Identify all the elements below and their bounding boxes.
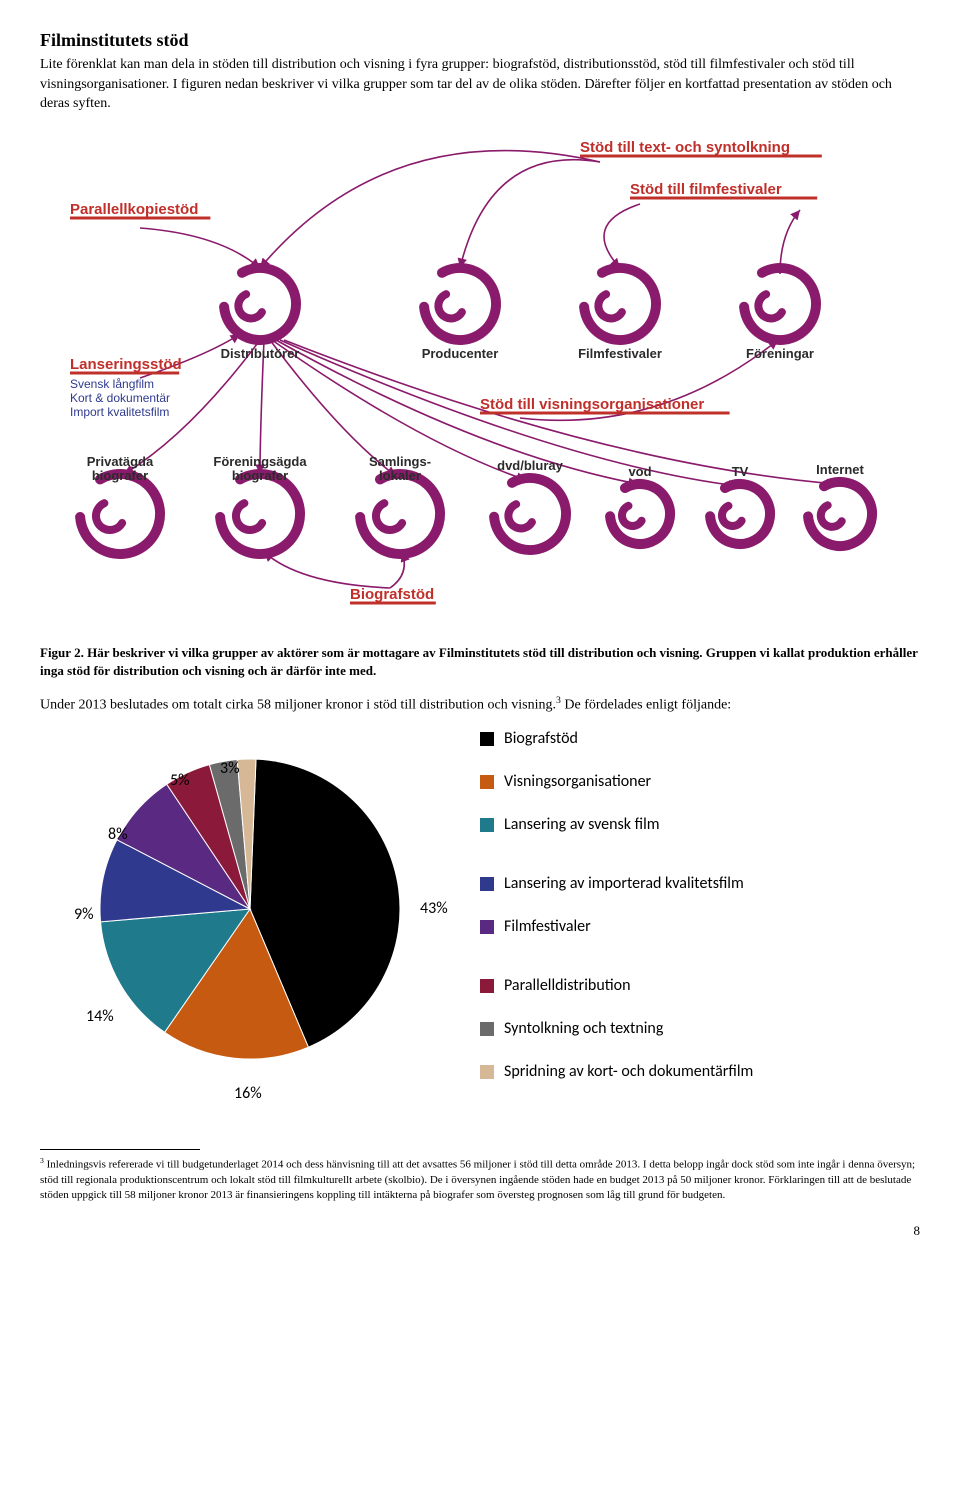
- svg-text:Biografstöd: Biografstöd: [350, 586, 434, 603]
- footnote-divider: [40, 1149, 200, 1150]
- pie-pct-label: 14%: [86, 1007, 114, 1026]
- flow-diagram: Distributörer Producenter Filmfestivaler Fö…: [40, 134, 920, 614]
- svg-text:Producenter: Producenter: [422, 346, 499, 361]
- svg-text:Föreningar: Föreningar: [746, 346, 814, 361]
- svg-text:Distributörer: Distributörer: [221, 346, 300, 361]
- legend-item: Lansering av importerad kvalitetsfilm: [480, 874, 920, 893]
- legend-item: Biografstöd: [480, 729, 920, 748]
- legend-label: Biografstöd: [504, 729, 578, 748]
- svg-text:Filmfestivaler: Filmfestivaler: [578, 346, 662, 361]
- legend-swatch: [480, 1065, 494, 1079]
- svg-text:Import kvalitetsfilm: Import kvalitetsfilm: [70, 405, 169, 419]
- legend-label: Syntolkning och textning: [504, 1019, 663, 1038]
- pie-svg: [40, 729, 480, 1109]
- pie-pct-label: 3%: [220, 759, 240, 778]
- legend-label: Spridning av kort- och dokumentärfilm: [504, 1062, 753, 1081]
- pie-pct-label: 43%: [420, 899, 448, 918]
- page-heading: Filminstitutets stöd: [40, 30, 920, 51]
- svg-text:Parallellkopiestöd: Parallellkopiestöd: [70, 201, 198, 218]
- page-number: 8: [40, 1223, 920, 1239]
- legend-label: Parallelldistribution: [504, 976, 630, 995]
- svg-text:Lanseringsstöd: Lanseringsstöd: [70, 356, 182, 373]
- legend-item: Filmfestivaler: [480, 917, 920, 936]
- svg-text:Stöd till text- och syntolknin: Stöd till text- och syntolkning: [580, 139, 790, 156]
- legend-item: Spridning av kort- och dokumentärfilm: [480, 1062, 920, 1081]
- figure-caption: Figur 2. Här beskriver vi vilka grupper …: [40, 644, 920, 680]
- legend-swatch: [480, 732, 494, 746]
- legend-item: Parallelldistribution: [480, 976, 920, 995]
- svg-text:Stöd till filmfestivaler: Stöd till filmfestivaler: [630, 181, 782, 198]
- pie-pct-label: 5%: [170, 771, 190, 790]
- legend-swatch: [480, 1022, 494, 1036]
- legend-label: Lansering av svensk film: [504, 815, 660, 834]
- intro-paragraph: Lite förenklat kan man dela in stöden ti…: [40, 55, 920, 114]
- caption-body: Här beskriver vi vilka grupper av aktöre…: [40, 645, 918, 678]
- svg-text:Privatägdabiografer: Privatägdabiografer: [87, 454, 154, 483]
- pie-wrap: 43% 16% 14% 9% 8% 5% 3% 2%: [40, 729, 480, 1109]
- footnote-text: Inledningsvis refererade vi till budgetu…: [40, 1159, 915, 1201]
- post-caption-tail: De fördelades enligt följande:: [561, 698, 731, 713]
- pie-pct-label: 2%: [258, 759, 278, 778]
- legend-swatch: [480, 775, 494, 789]
- svg-text:Föreningsägdabiografer: Föreningsägdabiografer: [213, 454, 307, 483]
- svg-text:Kort & dokumentär: Kort & dokumentär: [70, 391, 170, 405]
- legend-label: Visningsorganisationer: [504, 772, 651, 791]
- svg-text:vod: vod: [628, 464, 651, 479]
- pie-legend: Biografstöd Visningsorganisationer Lanseri…: [480, 729, 920, 1105]
- legend-swatch: [480, 818, 494, 832]
- caption-prefix: Figur 2.: [40, 645, 87, 660]
- svg-text:TV: TV: [732, 464, 749, 479]
- post-caption-paragraph: Under 2013 beslutades om totalt cirka 58…: [40, 694, 920, 715]
- post-caption-text: Under 2013 beslutades om totalt cirka 58…: [40, 698, 556, 713]
- pie-pct-label: 8%: [108, 825, 128, 844]
- diagram-svg: Distributörer Producenter Filmfestivaler Fö…: [40, 134, 910, 614]
- pie-pct-label: 16%: [234, 1084, 262, 1103]
- legend-swatch: [480, 920, 494, 934]
- svg-text:Svensk långfilm: Svensk långfilm: [70, 377, 154, 391]
- svg-text:Stöd till visningsorganisation: Stöd till visningsorganisationer: [480, 396, 704, 413]
- legend-item: Lansering av svensk film: [480, 815, 920, 834]
- legend-label: Filmfestivaler: [504, 917, 591, 936]
- pie-section: 43% 16% 14% 9% 8% 5% 3% 2% Biografstöd Visningso…: [40, 729, 920, 1109]
- legend-swatch: [480, 979, 494, 993]
- legend-item: Syntolkning och textning: [480, 1019, 920, 1038]
- pie-pct-label: 9%: [74, 905, 94, 924]
- svg-text:dvd/bluray: dvd/bluray: [497, 458, 564, 473]
- legend-item: Visningsorganisationer: [480, 772, 920, 791]
- svg-text:Internet: Internet: [816, 462, 864, 477]
- footnote: 3 Inledningsvis refererade vi till budge…: [40, 1156, 920, 1202]
- legend-swatch: [480, 877, 494, 891]
- legend-label: Lansering av importerad kvalitetsfilm: [504, 874, 744, 893]
